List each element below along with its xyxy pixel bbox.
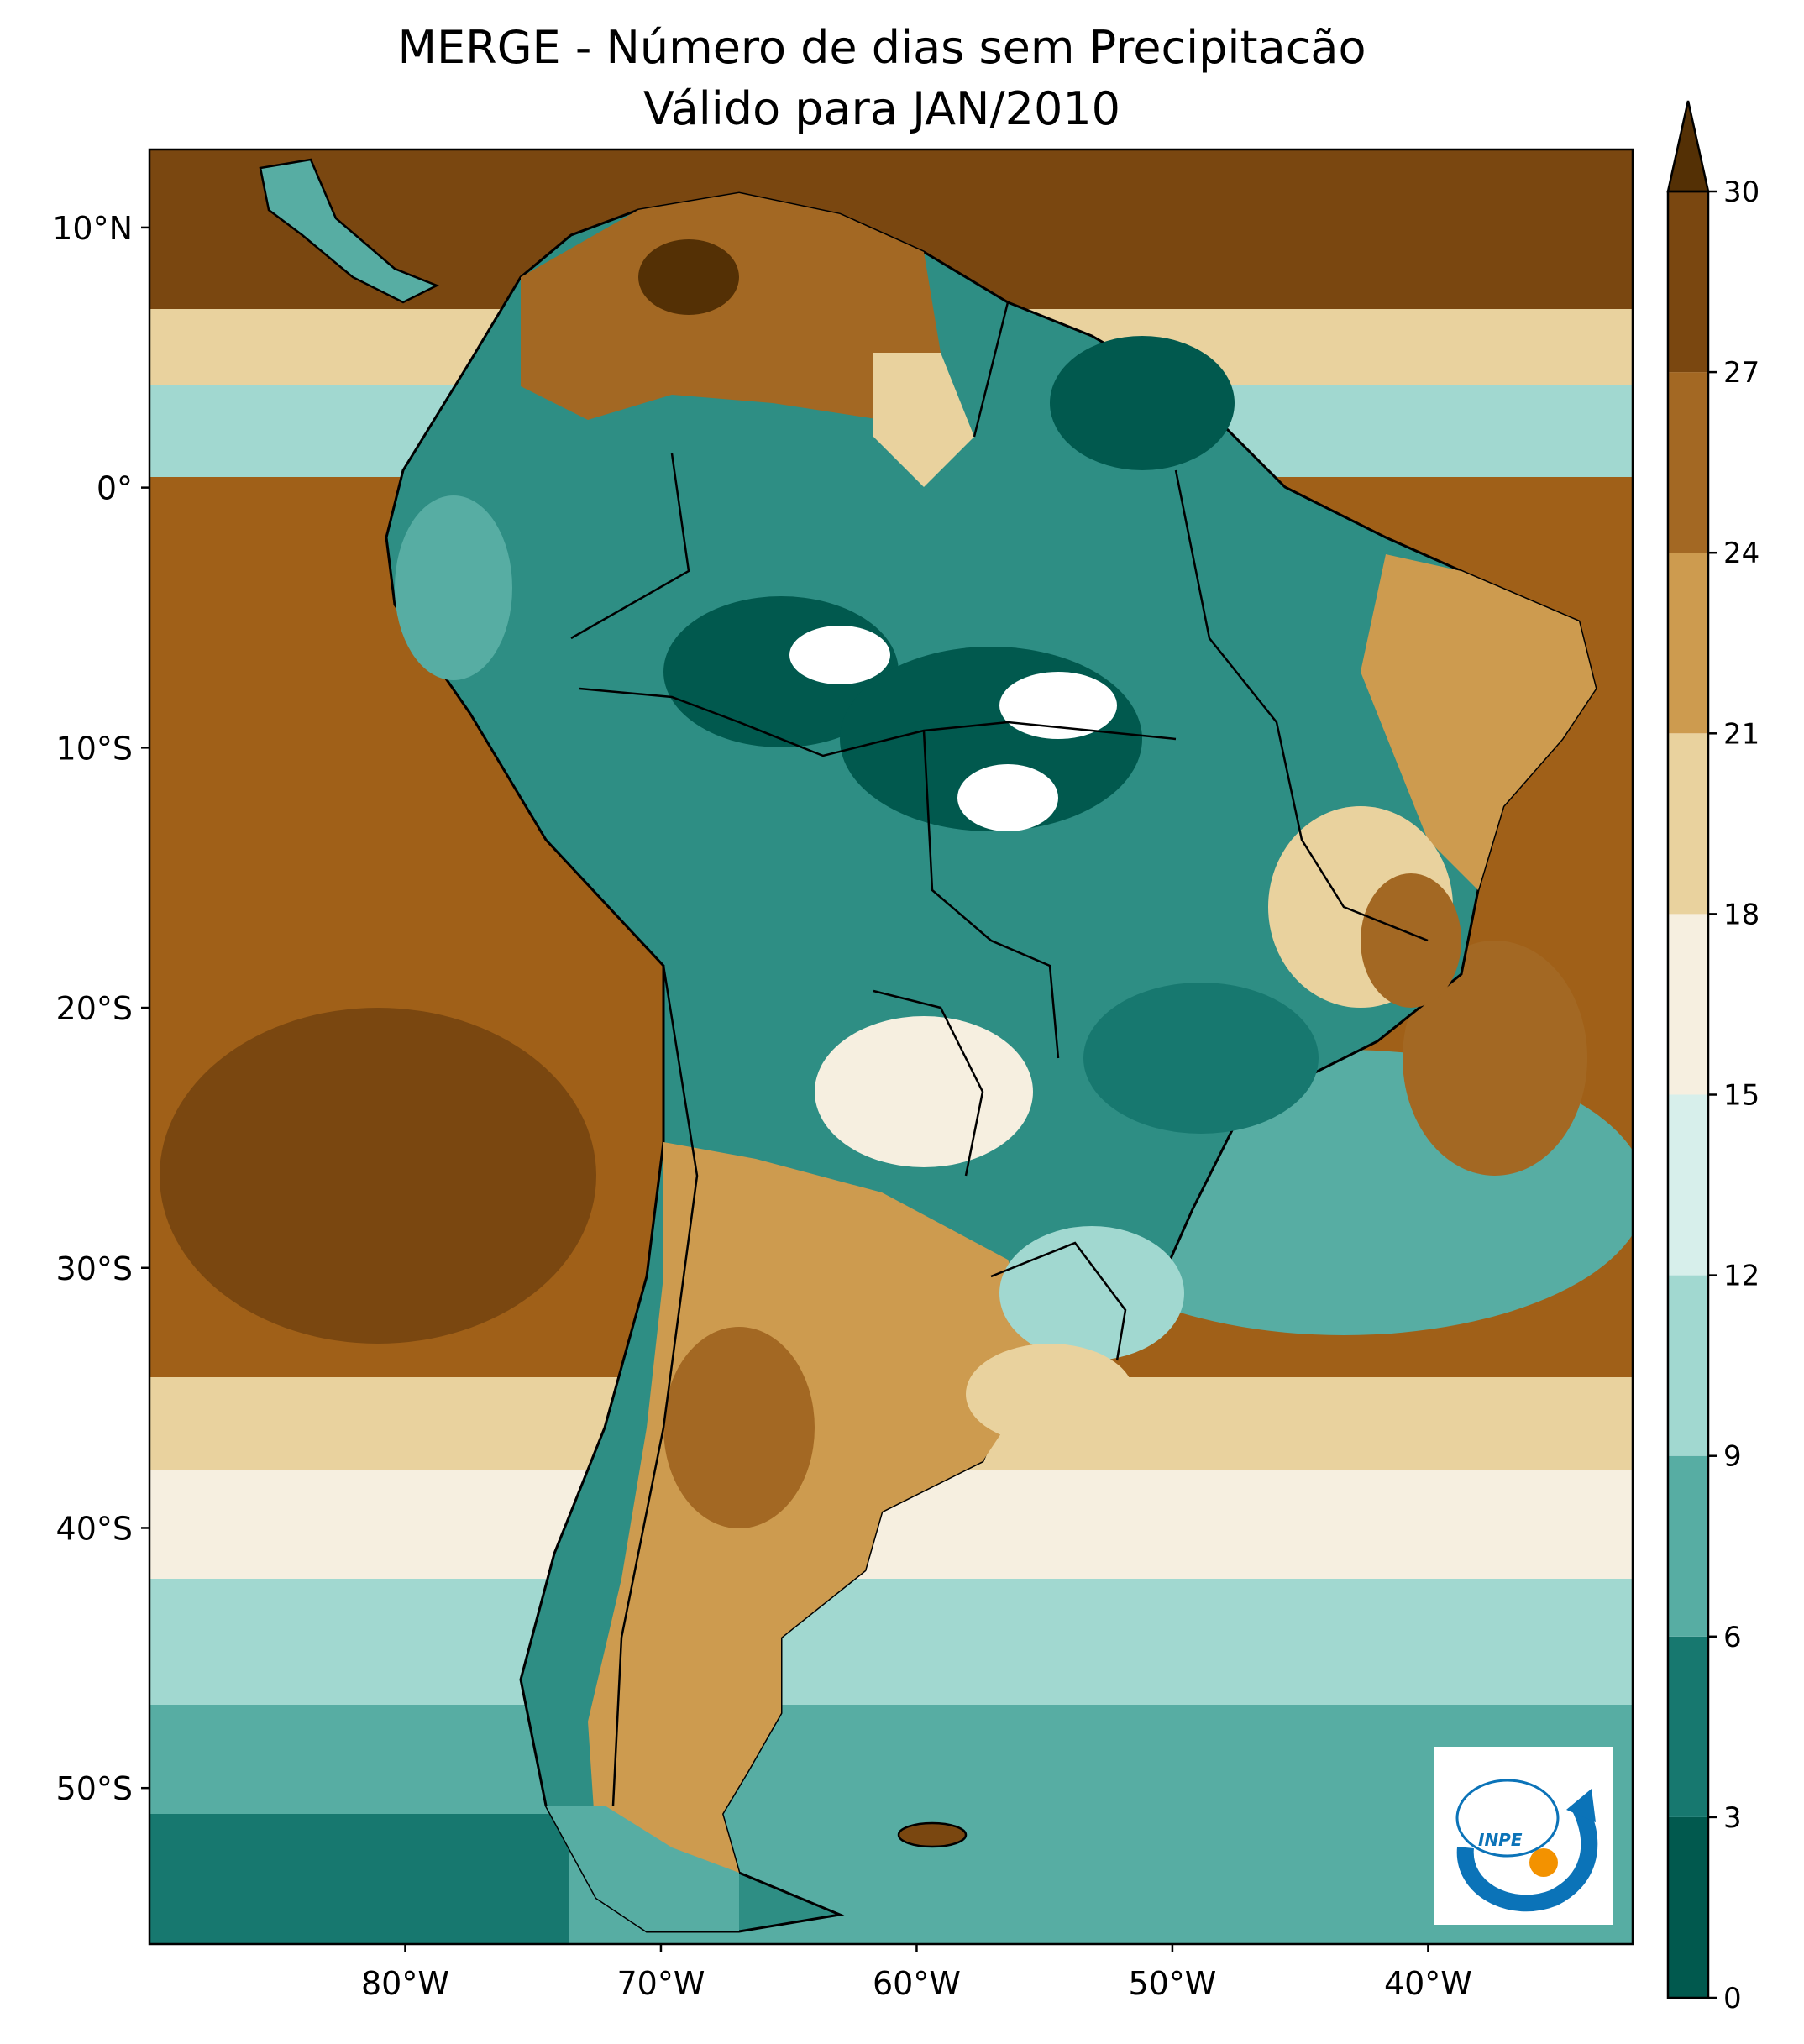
colombia-peru-border <box>570 453 690 640</box>
amazon-border <box>579 687 1177 757</box>
argentina-driest-core <box>663 1327 815 1528</box>
central-america <box>259 158 440 304</box>
paraguay-border <box>873 989 984 1177</box>
patagonia-wet-tip <box>546 1806 739 1931</box>
colorbar-bin <box>1668 1816 1708 1998</box>
colorbar-tick-label: 27 <box>1723 356 1759 390</box>
pacific-dry-core <box>160 1008 596 1344</box>
colorbar-extend-arrow <box>1666 100 1710 193</box>
lat-tick-label: 20°S <box>56 990 133 1027</box>
amapa-wet-core <box>1050 336 1235 470</box>
missing-data-patch <box>789 626 890 684</box>
inpe-logo: INPE <box>1434 1747 1613 1925</box>
colorbar-bin <box>1668 733 1708 915</box>
atlantic-dry-patch <box>1403 941 1587 1176</box>
lat-tick-label: 0° <box>97 470 133 507</box>
colorbar-tick-label: 12 <box>1723 1260 1759 1293</box>
guiana-dry-area <box>873 353 974 487</box>
colorbar-tick-label: 9 <box>1723 1440 1742 1474</box>
lon-tick-label: 80°W <box>361 1965 449 2002</box>
lat-tick-label: 30°S <box>56 1250 133 1287</box>
uruguay-border <box>990 1241 1127 1361</box>
map-title: MERGE - Número de dias sem Precipitacão <box>397 21 1366 74</box>
chaco-dry-area <box>815 1016 1033 1167</box>
missing-data-patch <box>957 764 1058 831</box>
chile-argentina-border <box>611 965 699 1806</box>
colorbar-tick-label: 3 <box>1723 1801 1742 1835</box>
colorbar-tick-label: 24 <box>1723 537 1759 570</box>
colorbar-tick-label: 6 <box>1723 1621 1742 1654</box>
colorbar-bin <box>1668 372 1708 553</box>
minas-dry-core <box>1361 873 1461 1008</box>
colorbar-bin <box>1668 1636 1708 1817</box>
lat-tick-label: 10°S <box>56 730 133 767</box>
colorbar-tick-label: 21 <box>1723 717 1759 751</box>
latitude-axis: 10°N 0° 10°S 20°S 30°S 40°S 50°S <box>52 210 149 1807</box>
colorbar-tick-label: 18 <box>1723 898 1759 931</box>
drake-passage-wet <box>149 1814 569 1944</box>
country-borders <box>570 301 1429 1806</box>
colorbar-bin <box>1668 914 1708 1095</box>
venezuela-dry-region <box>521 193 941 420</box>
lon-tick-label: 60°W <box>873 1965 961 2002</box>
colorbar-bin <box>1668 1455 1708 1637</box>
lat-tick-label: 50°S <box>56 1770 133 1807</box>
lon-tick-label: 70°W <box>616 1965 705 2002</box>
logo-sun-icon <box>1529 1848 1558 1877</box>
lat-tick-label: 10°N <box>52 210 133 247</box>
lon-tick-label: 40°W <box>1384 1965 1472 2002</box>
colorbar-bin <box>1668 1094 1708 1276</box>
logo-swoosh <box>1456 1801 1598 1912</box>
colorbar-bin <box>1668 191 1708 373</box>
map-frame <box>148 148 1634 1946</box>
colorbar: 0 3 6 9 12 15 18 21 24 27 30 <box>1666 100 1759 2015</box>
andes-moist-strip <box>395 495 512 680</box>
venezuela-driest-core <box>638 239 739 315</box>
lat-tick-label: 40°S <box>56 1510 133 1547</box>
logo-orbit <box>1455 1779 1560 1858</box>
longitude-axis: 80°W 70°W 60°W 50°W 40°W <box>361 1944 1472 2002</box>
colorbar-bin <box>1668 1275 1708 1456</box>
colorbar-tick-label: 30 <box>1723 176 1759 209</box>
southern-moist-band <box>149 1579 1633 1705</box>
southeast-wet-core <box>1083 983 1319 1134</box>
map-panel: INPE <box>148 148 1634 1946</box>
missing-data-patch <box>999 672 1117 739</box>
uruguay-dry-area <box>966 1344 1134 1444</box>
northeast-brazil-dry <box>1361 554 1596 890</box>
map-subtitle: Válido para JAN/2010 <box>643 82 1120 135</box>
colorbar-tick-label: 15 <box>1723 1079 1759 1113</box>
colorbar-bin <box>1668 553 1708 734</box>
bolivia-brazil-border <box>922 730 1060 1059</box>
colorbar-tick-label: 0 <box>1723 1982 1742 2015</box>
falkland-islands <box>897 1821 968 1848</box>
guyana-border <box>973 301 1010 438</box>
lon-tick-label: 50°W <box>1128 1965 1216 2002</box>
logo-arrow-icon <box>1566 1789 1596 1822</box>
argentina-dry-region <box>588 1142 1050 1889</box>
brazil-state-borders <box>1174 469 1429 942</box>
logo-text: INPE <box>1478 1830 1523 1850</box>
southern-brazil-moist <box>999 1226 1184 1360</box>
